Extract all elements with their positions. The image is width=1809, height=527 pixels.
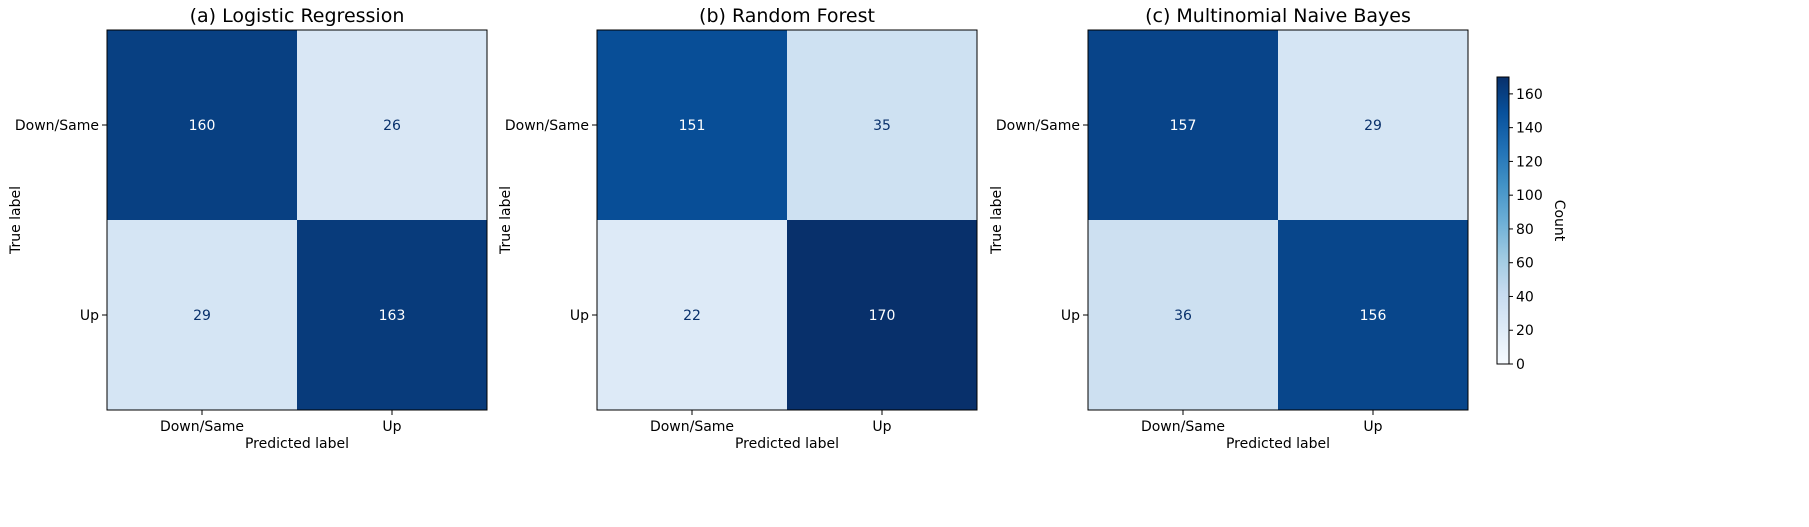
axes-frame	[106, 29, 488, 411]
cell-value-label: 156	[1360, 308, 1387, 324]
confusion-matrix-panel: 151 35 22 170 (b) Random Forest Down/Same Up Do…	[498, 5, 978, 452]
confusion-matrix-panel: 160 26 29 163 (a) Logistic Regression Down/Sa…	[8, 5, 488, 452]
cell-value-label: 36	[1174, 308, 1192, 324]
matrix-cell	[1278, 30, 1468, 220]
y-tick-label: Up	[1061, 308, 1080, 324]
x-axis-label: Predicted label	[735, 436, 839, 452]
x-tick-label: Up	[872, 419, 891, 435]
y-axis-label: True label	[8, 186, 24, 255]
cell-value-label: 160	[189, 118, 216, 134]
colorbar-tick-label: 40	[1516, 289, 1534, 305]
matrix-cell	[107, 30, 297, 220]
matrix-cell	[297, 30, 487, 220]
y-axis-label: True label	[989, 186, 1005, 255]
y-axis-label: True label	[498, 186, 514, 255]
panel-title: (c) Multinomial Naive Bayes	[1145, 5, 1411, 27]
panel-title: (b) Random Forest	[699, 5, 875, 27]
colorbar-tick-label: 20	[1516, 323, 1534, 339]
cell-value-label: 163	[379, 308, 406, 324]
colorbar-tick-label: 140	[1516, 121, 1543, 137]
colorbar-tick-label: 160	[1516, 87, 1543, 103]
x-tick-label: Down/Same	[160, 419, 244, 435]
cell-value-label: 170	[869, 308, 896, 324]
cell-value-label: 35	[873, 118, 891, 134]
matrix-cell	[297, 220, 487, 410]
x-axis-label: Predicted label	[1226, 436, 1330, 452]
matrix-cell	[597, 220, 787, 410]
colorbar-tick-label: 80	[1516, 222, 1534, 238]
cell-value-label: 151	[679, 118, 706, 134]
y-tick-label: Up	[570, 308, 589, 324]
matrix-cell	[787, 30, 977, 220]
cell-value-label: 26	[383, 118, 401, 134]
y-tick-label: Down/Same	[15, 118, 99, 134]
colorbar-label: Count	[1551, 200, 1567, 242]
matrix-cell	[787, 220, 977, 410]
colorbar-tick-label: 0	[1516, 357, 1525, 373]
panel-title: (a) Logistic Regression	[190, 5, 405, 27]
axes-frame	[1087, 29, 1469, 411]
x-tick-label: Up	[1363, 419, 1382, 435]
x-axis-label: Predicted label	[245, 436, 349, 452]
cell-value-label: 29	[1364, 118, 1382, 134]
colorbar-frame	[1496, 76, 1510, 365]
cell-value-label: 157	[1170, 118, 1197, 134]
y-tick-label: Up	[80, 308, 99, 324]
y-tick-label: Down/Same	[505, 118, 589, 134]
x-tick-label: Down/Same	[650, 419, 734, 435]
colorbar: 0 20 40 60 80 100 120 140 160 Count	[1496, 76, 1567, 373]
confusion-matrix-panel: 157 29 36 156 (c) Multinomial Naive Bayes Dow…	[989, 5, 1469, 452]
x-tick-label: Down/Same	[1141, 419, 1225, 435]
cell-value-label: 29	[193, 308, 211, 324]
colorbar-gradient	[1497, 77, 1509, 364]
axes-frame	[596, 29, 978, 411]
matrix-cell	[107, 220, 297, 410]
matrix-cell	[1278, 220, 1468, 410]
matrix-cell	[1088, 30, 1278, 220]
x-tick-label: Up	[382, 419, 401, 435]
colorbar-tick-label: 60	[1516, 256, 1534, 272]
cell-value-label: 22	[683, 308, 701, 324]
y-tick-label: Down/Same	[996, 118, 1080, 134]
matrix-cell	[597, 30, 787, 220]
colorbar-tick-label: 120	[1516, 154, 1543, 170]
matrix-cell	[1088, 220, 1278, 410]
colorbar-tick-label: 100	[1516, 188, 1543, 204]
